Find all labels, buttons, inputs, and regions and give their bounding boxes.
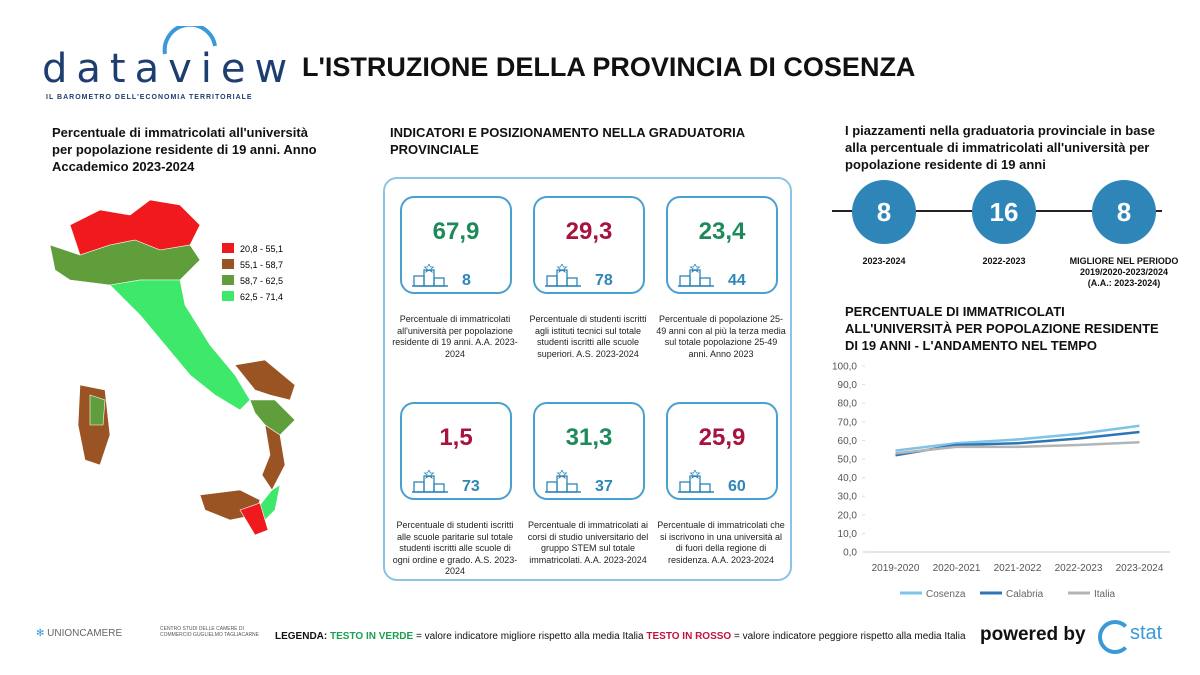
legend-swatch	[222, 243, 234, 253]
legend-label: 58,7 - 62,5	[240, 276, 283, 286]
series-line	[895, 441, 1140, 455]
x-tick-label: 2023-2024	[1116, 563, 1164, 574]
indicator-value: 1,5	[439, 424, 473, 451]
logo-arc	[162, 26, 217, 55]
powered-by: powered by	[980, 624, 1086, 645]
placements-title: I piazzamenti nella graduatoria provinci…	[845, 123, 1155, 172]
indicator-description: Percentuale di immatricolati che si iscr…	[657, 520, 785, 565]
legend-label: LEGENDA:	[275, 631, 328, 642]
brand-icon	[1098, 620, 1132, 654]
indicator-rank: 78	[595, 272, 613, 289]
indicator-rank: 60	[728, 478, 746, 495]
placement-label: 2022-2023	[982, 256, 1026, 266]
brand: stat	[1130, 622, 1163, 644]
indicator-rank: 8	[462, 272, 471, 289]
red-text: TESTO IN ROSSO	[646, 631, 732, 642]
indicator-card: 29,3 78	[533, 196, 645, 294]
placement-label: 2023-2024	[862, 256, 906, 266]
indicator-card: 67,9 8	[400, 196, 512, 294]
indicator-rank: 73	[462, 478, 480, 495]
indicator-value: 67,9	[432, 218, 480, 245]
indicator-card: 31,3 37	[533, 402, 645, 500]
y-tick-label: 90,0	[838, 380, 858, 391]
legend-swatch	[222, 259, 234, 269]
placement-label: MIGLIORE NEL PERIODO 2019/2020-2023/2024…	[1069, 256, 1179, 288]
indicator-rank: 37	[595, 478, 613, 495]
indicator-value: 23,4	[698, 218, 746, 245]
rank-icon	[678, 470, 714, 493]
map-region	[239, 502, 269, 536]
indicator-card: 25,9 60	[666, 402, 778, 500]
indicator-card: 23,4 44	[666, 196, 778, 294]
y-tick-label: 10,0	[838, 529, 858, 540]
indicator-description: Percentuale di immatricolati ai corsi di…	[527, 520, 649, 565]
green-desc: = valore indicatore migliore rispetto al…	[415, 631, 644, 642]
legend-swatch	[222, 291, 234, 301]
y-tick-label: 60,0	[838, 436, 858, 447]
y-tick-label: 40,0	[838, 473, 858, 484]
rank-icon	[412, 470, 448, 493]
x-tick-label: 2021-2022	[994, 563, 1042, 574]
green-text: TESTO IN VERDE	[330, 631, 414, 642]
y-tick-label: 0,0	[843, 548, 857, 559]
line-chart: 0,0 10,0 20,0 30,0 40,0 50,0 60,0 70,0 80,0 90,0 1…	[832, 362, 1170, 600]
indicator-description: Percentuale di immatricolati all'univers…	[392, 314, 518, 359]
y-tick-label: 80,0	[838, 399, 858, 410]
indicator-value: 29,3	[565, 218, 613, 245]
map: 20,8 - 55,1 55,1 - 58,7 58,7 - 62,5 62,5 - …	[49, 199, 296, 536]
map-title: Percentuale di immatricolati all'univers…	[52, 125, 317, 174]
tagline: IL BAROMETRO DELL'ECONOMIA TERRITORIALE	[46, 94, 253, 101]
legend-label: 20,8 - 55,1	[240, 244, 283, 254]
indicator-card: 1,5 73	[400, 402, 512, 500]
indicator-description: Percentuale di studenti iscritti alle sc…	[392, 520, 518, 576]
rank-icon	[412, 264, 448, 287]
chart-title: PERCENTUALE DI IMMATRICOLATI ALL'UNIVERS…	[845, 304, 1159, 353]
y-tick-label: 100,0	[832, 362, 857, 373]
y-tick-label: 70,0	[838, 417, 858, 428]
unioncamere-text: UNIONCAMERE	[47, 628, 123, 639]
legend-label: Italia	[1094, 589, 1116, 600]
map-region	[234, 359, 296, 401]
rank-icon	[545, 470, 581, 493]
rank-icon	[678, 264, 714, 287]
y-tick-label: 20,0	[838, 510, 858, 521]
map-region	[259, 484, 281, 521]
tagliacarne: CENTRO STUDI DELLE CAMERE DI COMMERCIO G…	[160, 626, 259, 638]
rank-icon	[545, 264, 581, 287]
legend-swatch	[222, 275, 234, 285]
legend-label: Calabria	[1006, 589, 1044, 600]
indicator-value: 31,3	[565, 424, 613, 451]
unioncamere: ✻ UNIONCAMERE	[36, 628, 123, 639]
indicator-description: Percentuale di studenti iscritti agli is…	[529, 314, 647, 359]
legend-note: LEGENDA: TESTO IN VERDE = valore indicat…	[275, 631, 966, 642]
legend-label: 55,1 - 58,7	[240, 260, 283, 270]
indicator-value: 25,9	[698, 424, 746, 451]
indicators-title: INDICATORI E POSIZIONAMENTO NELLA GRADUA…	[390, 125, 745, 157]
y-tick-label: 30,0	[838, 492, 858, 503]
map-region	[49, 239, 201, 286]
red-desc: = valore indicatore peggiore rispetto al…	[734, 631, 966, 642]
legend-label: Cosenza	[926, 589, 966, 600]
x-tick-label: 2020-2021	[933, 563, 981, 574]
map-region	[261, 424, 286, 491]
legend-label: 62,5 - 71,4	[240, 292, 283, 302]
placement-rank: 8	[852, 180, 916, 244]
placement-rank: 16	[972, 180, 1036, 244]
series-line	[895, 424, 1140, 452]
y-tick-label: 50,0	[838, 455, 858, 466]
x-tick-label: 2019-2020	[872, 563, 920, 574]
map-region	[89, 394, 106, 426]
page-title: L'ISTRUZIONE DELLA PROVINCIA DI COSENZA	[302, 52, 916, 82]
indicators-panel	[383, 177, 792, 581]
x-tick-label: 2022-2023	[1055, 563, 1103, 574]
placement-rank: 8	[1092, 180, 1156, 244]
indicator-description: Percentuale di popolazione 25-49 anni co…	[656, 314, 786, 359]
indicator-rank: 44	[728, 272, 746, 289]
